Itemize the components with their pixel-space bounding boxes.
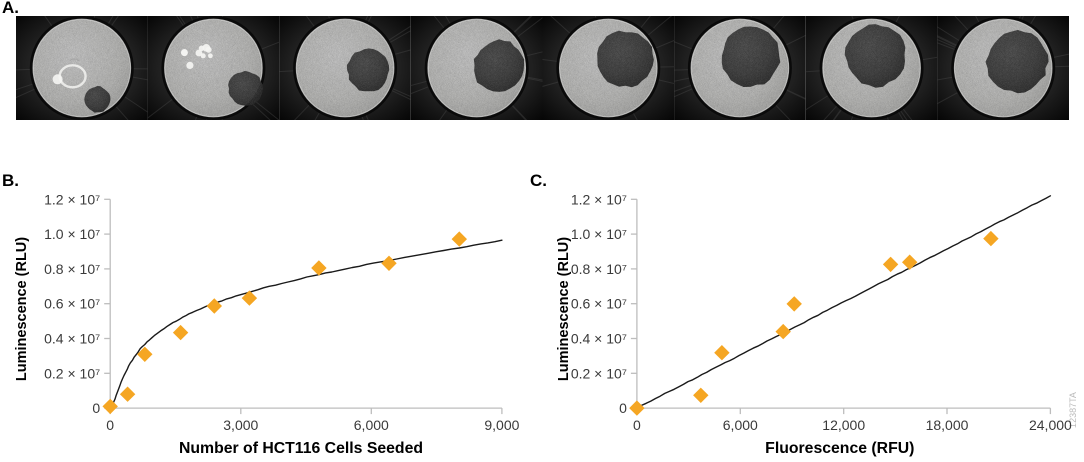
svg-text:0.4 × 10⁷: 0.4 × 10⁷ — [44, 331, 100, 347]
svg-text:Luminescence (RLU): Luminescence (RLU) — [556, 237, 572, 381]
svg-text:6,000: 6,000 — [723, 417, 758, 433]
svg-text:18,000: 18,000 — [926, 417, 969, 433]
svg-text:1.2 × 10⁷: 1.2 × 10⁷ — [571, 191, 627, 207]
svg-text:1.2 × 10⁷: 1.2 × 10⁷ — [44, 191, 100, 207]
svg-text:0: 0 — [92, 400, 100, 416]
svg-text:12,000: 12,000 — [822, 417, 865, 433]
svg-text:0.6 × 10⁷: 0.6 × 10⁷ — [44, 296, 100, 312]
svg-text:0: 0 — [633, 417, 641, 433]
svg-text:1.0 × 10⁷: 1.0 × 10⁷ — [44, 226, 100, 242]
svg-text:3,000: 3,000 — [223, 417, 258, 433]
svg-text:C.: C. — [530, 171, 547, 190]
svg-text:Fluorescence (RFU): Fluorescence (RFU) — [765, 440, 914, 457]
svg-text:Number of HCT116 Cells Seeded: Number of HCT116 Cells Seeded — [179, 440, 423, 457]
svg-text:0.2 × 10⁷: 0.2 × 10⁷ — [571, 365, 627, 381]
svg-text:0.4 × 10⁷: 0.4 × 10⁷ — [571, 331, 627, 347]
svg-text:24,000: 24,000 — [1029, 417, 1072, 433]
svg-text:0: 0 — [619, 400, 627, 416]
svg-text:B.: B. — [2, 171, 19, 190]
svg-text:0: 0 — [106, 417, 114, 433]
svg-text:0.6 × 10⁷: 0.6 × 10⁷ — [571, 296, 627, 312]
svg-text:0.2 × 10⁷: 0.2 × 10⁷ — [44, 365, 100, 381]
svg-text:1.0 × 10⁷: 1.0 × 10⁷ — [571, 226, 627, 242]
svg-text:6,000: 6,000 — [354, 417, 389, 433]
svg-text:0.8 × 10⁷: 0.8 × 10⁷ — [44, 261, 100, 277]
svg-text:0.8 × 10⁷: 0.8 × 10⁷ — [571, 261, 627, 277]
svg-text:9,000: 9,000 — [484, 417, 519, 433]
svg-text:Luminescence (RLU): Luminescence (RLU) — [14, 237, 30, 381]
